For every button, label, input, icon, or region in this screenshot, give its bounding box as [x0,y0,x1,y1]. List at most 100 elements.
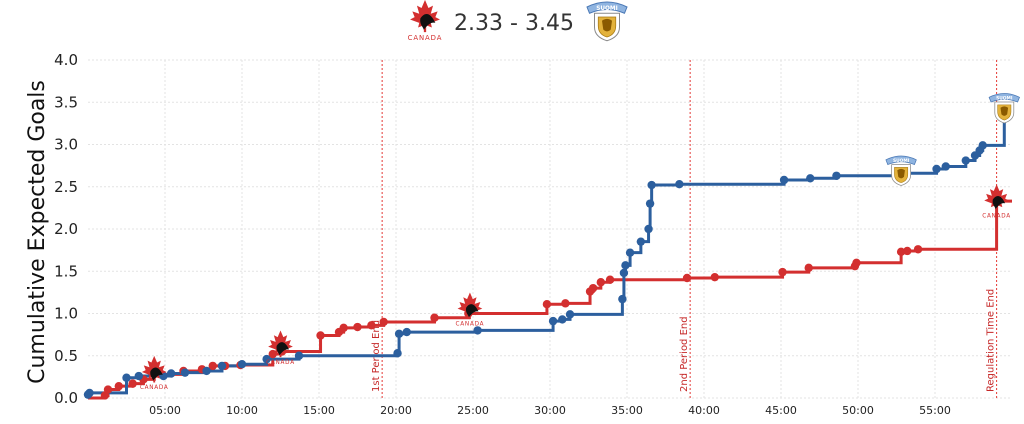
y-tick-label: 3.5 [54,93,78,111]
canada-shot-point [367,321,376,330]
hockey-player-silhouette [992,195,1006,210]
maple-leaf-icon: CANADA [456,292,485,328]
x-tick-label: 15:00 [303,404,335,417]
finland-shot-point [647,180,656,190]
x-tick-label: 30:00 [534,404,566,417]
canada-shot-point [268,349,277,359]
suomi-wordmark: SUOMI [893,158,910,164]
event-logo-markers: CANADA CANADA CANADA CANADA SUOMI SUOMI [140,93,1020,391]
canada-shot-point [379,317,388,327]
y-tick-label: 0.0 [54,389,78,407]
x-tick-label: 40:00 [688,404,720,417]
maple-leaf-icon: CANADA [266,330,294,366]
canada-logo: CANADA [408,0,441,42]
x-tick-label: 50:00 [842,404,874,417]
canada-shot-point [114,381,124,391]
finland-shot-point [675,180,684,189]
suomi-wordmark: SUOMI [596,6,618,12]
y-axis-label: Cumulative Expected Goals [25,80,50,384]
y-tick-label: 2.0 [54,220,78,238]
finland-logo: SUOMI [586,1,628,42]
maple-leaf-icon: CANADA [408,0,441,42]
canada-shot-point [903,246,912,256]
finland-shot-point [202,366,211,376]
y-tick-label: 3.0 [54,136,78,154]
finland-shot-point [832,171,841,180]
suomi-wordmark: SUOMI [996,96,1013,102]
score-text: 2.33 - 3.45 [454,11,574,36]
x-tick-label: 45:00 [765,404,797,417]
x-tick-label: 35:00 [611,404,643,417]
finland-shot-point [941,162,950,171]
finland-shot-point [565,310,575,319]
canada-shot-point [339,323,348,333]
lion-crest-icon: SUOMI [988,93,1020,124]
y-tick-label: 1.5 [54,262,78,280]
canada-shot-point [353,322,362,332]
canada-shot-point [103,385,113,394]
maple-leaf-icon: CANADA [140,355,169,391]
score-header: CANADA 2.33 - 3.45 SUOMI [408,0,628,42]
finland-shot-point [166,369,176,378]
lion-crest-icon: SUOMI [586,1,628,42]
canada-shot-point [542,300,552,309]
series-layer [83,102,1012,400]
y-tick-label: 4.0 [54,51,78,69]
finland-shot-point [402,327,411,337]
y-tick-label: 2.5 [54,178,78,196]
canada-shot-point [913,245,923,254]
canada-shot-point [605,275,615,284]
hockey-player-silhouette [465,304,479,318]
finland-shot-point [636,237,646,246]
x-tick-label: 25:00 [457,404,489,417]
finland-shot-point [806,174,815,183]
canada-wordmark: CANADA [456,322,485,328]
canada-shot-point [896,247,906,257]
banner-shape [988,93,1020,103]
finland-shot-point [932,164,941,174]
lion-crest-icon: SUOMI [885,155,917,186]
finland-shot-point [85,388,94,398]
canada-shot-point [804,263,813,273]
canada-shot-point [208,361,217,371]
canada-shot-point [778,267,787,277]
finland-shot-point [294,351,304,360]
finland-shot-point [619,268,629,278]
finland-shot-point [621,261,630,270]
finland-shot-point [618,294,627,304]
grid-layer [88,59,1012,399]
finland-shot-point [644,224,653,234]
canada-wordmark: CANADA [140,385,169,391]
x-tick-label: 55:00 [919,404,951,417]
x-tick-label: 20:00 [380,404,412,417]
x-tick-label: 10:00 [226,404,258,417]
finland-shot-point [961,156,970,165]
finland-shot-point [237,360,247,369]
finland-shot-point [473,326,482,335]
canada-shot-point [588,283,598,293]
period-end-label: Regulation Time End [986,289,997,392]
finland-shot-point [122,373,131,382]
finland-shot-point [217,361,227,371]
finland-shot-point [134,371,144,381]
canada-shot-point [852,258,861,267]
finland-shot-point [558,315,567,324]
lion-shape [897,168,905,179]
period-end-label: 2nd Period End [679,316,690,392]
canada-shot-point [710,272,719,282]
x-tick-label: 05:00 [149,404,181,417]
finland-shot-point [645,199,655,208]
finland-shot-point [548,316,558,326]
canada-shot-point [561,299,570,308]
canada-shot-point [682,273,692,283]
lion-shape [1000,106,1009,116]
lion-shape [602,18,612,32]
axis-ticks: 0.0 0.5 1.0 1.5 2.0 2.5 3.0 3.5 4.0 05:00 10:00 15:… [54,51,951,417]
finland-shot-point [262,354,271,364]
y-tick-label: 0.5 [54,347,78,365]
finland-shot-point [625,248,635,257]
maple-leaf-icon: CANADA [982,184,1010,220]
hockey-player-silhouette [420,13,436,30]
y-tick-label: 1.0 [54,305,78,323]
